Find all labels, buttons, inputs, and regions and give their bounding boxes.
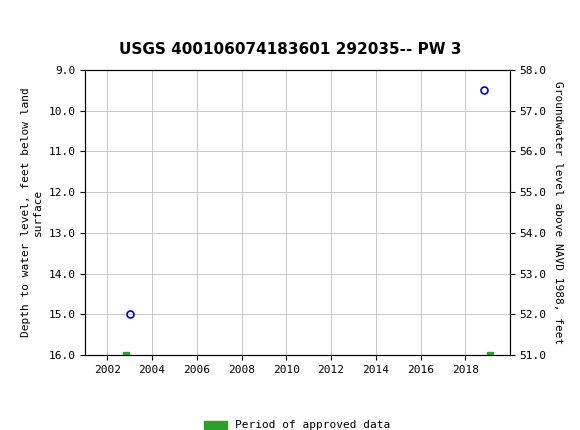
Y-axis label: Groundwater level above NAVD 1988, feet: Groundwater level above NAVD 1988, feet bbox=[553, 81, 563, 344]
Text: USGS: USGS bbox=[9, 7, 56, 22]
Legend: Period of approved data: Period of approved data bbox=[200, 416, 395, 430]
Y-axis label: Depth to water level, feet below land
surface: Depth to water level, feet below land su… bbox=[21, 88, 43, 338]
Text: USGS 400106074183601 292035-- PW 3: USGS 400106074183601 292035-- PW 3 bbox=[119, 43, 461, 58]
Text: ▓: ▓ bbox=[2, 6, 16, 24]
